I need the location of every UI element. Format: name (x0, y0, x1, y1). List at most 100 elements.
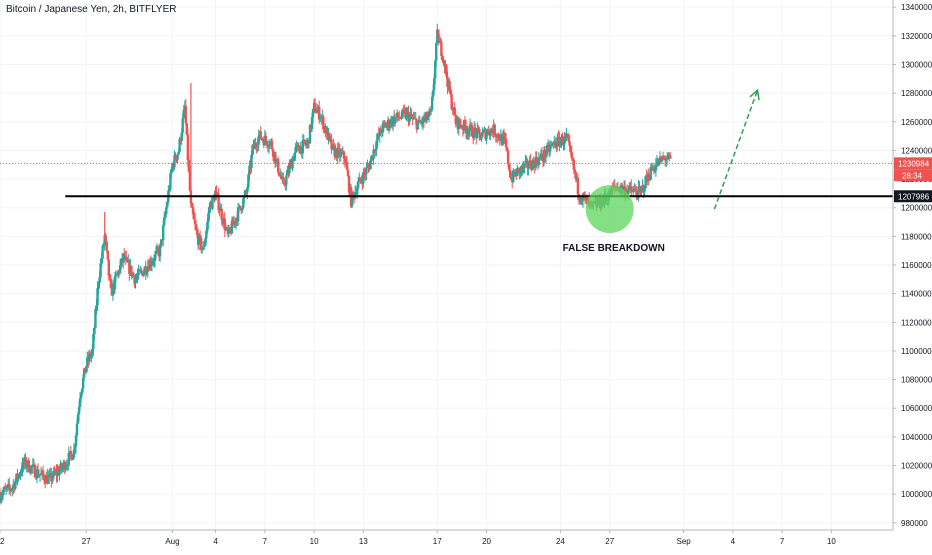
candle-body (0, 497, 3, 501)
x-tick-label: 17 (433, 537, 442, 546)
candle-body (474, 127, 477, 132)
candle-body (10, 489, 13, 491)
support-price-badge-bg (894, 190, 932, 203)
x-tick-label: 27 (82, 537, 91, 546)
candle-body (482, 130, 485, 133)
candle-body (427, 111, 431, 117)
candle-body (176, 154, 179, 160)
candle-body (33, 464, 37, 478)
candle-body (133, 275, 136, 284)
candle-body (282, 177, 285, 181)
candle-body (251, 145, 254, 155)
candle-body (426, 116, 430, 120)
candle-body (2, 487, 6, 492)
candle-body (77, 406, 81, 415)
candle-body (556, 136, 559, 147)
candle (174, 152, 177, 161)
support-price-badge: 1207986 (898, 192, 930, 201)
candle (72, 443, 76, 460)
candle-body (485, 133, 488, 140)
candle-body (202, 247, 205, 250)
projection-arrow-line (713, 89, 759, 210)
candle-body (52, 471, 55, 479)
candle-body (259, 131, 262, 140)
candle-body (268, 141, 272, 147)
candle-body (181, 118, 184, 133)
candle (663, 155, 667, 167)
candle-body (98, 277, 101, 284)
candle-body (247, 174, 250, 188)
candle-body (414, 117, 417, 120)
candle (270, 137, 274, 151)
candle-body (208, 208, 211, 214)
candle (97, 281, 100, 294)
candle-body (136, 275, 139, 278)
candle (47, 470, 50, 484)
candle-body (293, 153, 296, 161)
candle (248, 160, 251, 182)
candle (667, 152, 670, 160)
y-tick-label: 1180000 (901, 232, 932, 241)
candle-body (1, 491, 5, 496)
candle-body (145, 272, 148, 274)
candle-body (95, 305, 98, 310)
candle-body (204, 238, 207, 247)
candle-body (137, 269, 140, 276)
candle-body (238, 205, 242, 209)
y-tick-label: 1160000 (901, 261, 932, 270)
candle (342, 150, 346, 165)
candle (134, 273, 137, 289)
y-tick-label: 1080000 (901, 376, 932, 385)
candle-body (156, 248, 160, 251)
candle (159, 238, 163, 249)
y-tick-label: 1280000 (901, 89, 932, 98)
candle-body (470, 125, 474, 137)
candle-body (628, 185, 631, 191)
candle-body (393, 117, 397, 124)
candle (393, 113, 397, 127)
false-breakdown-circle (585, 185, 634, 234)
candle-body (164, 214, 167, 218)
candle (322, 114, 325, 133)
candle (434, 58, 437, 85)
candle (381, 120, 385, 137)
y-tick-label: 1340000 (901, 3, 932, 12)
candle-body (529, 160, 532, 168)
candle-body (64, 466, 67, 471)
candle-body (481, 132, 484, 137)
candle-body (21, 462, 24, 473)
candle-body (331, 144, 334, 150)
candle-body (538, 157, 542, 159)
candle-body (572, 159, 575, 170)
candle-body (29, 465, 32, 473)
candle-body (72, 449, 76, 458)
candle-body (284, 184, 287, 186)
candle-body (523, 164, 526, 169)
candle-body (79, 394, 83, 399)
candle-body (504, 138, 508, 148)
candle (106, 250, 109, 261)
candle-body (151, 261, 155, 264)
y-tick-label: 1060000 (901, 404, 932, 413)
candle-body (93, 327, 96, 335)
candle-body (90, 353, 93, 358)
candle (282, 172, 285, 182)
candle-body (215, 191, 218, 193)
candle (544, 152, 548, 163)
candle (427, 108, 431, 123)
candle-body (397, 112, 400, 118)
candle-body (92, 334, 95, 349)
candle (67, 446, 70, 471)
candle (339, 148, 342, 162)
candle-body (555, 146, 558, 148)
candle-body (347, 176, 351, 193)
candle-body (69, 451, 73, 455)
candle-body (418, 119, 422, 123)
candle (173, 150, 176, 171)
x-tick-label: 13 (359, 537, 368, 546)
candle-body (227, 227, 231, 234)
candle-body (244, 191, 247, 196)
candle (416, 122, 419, 131)
candle-body (410, 113, 413, 118)
